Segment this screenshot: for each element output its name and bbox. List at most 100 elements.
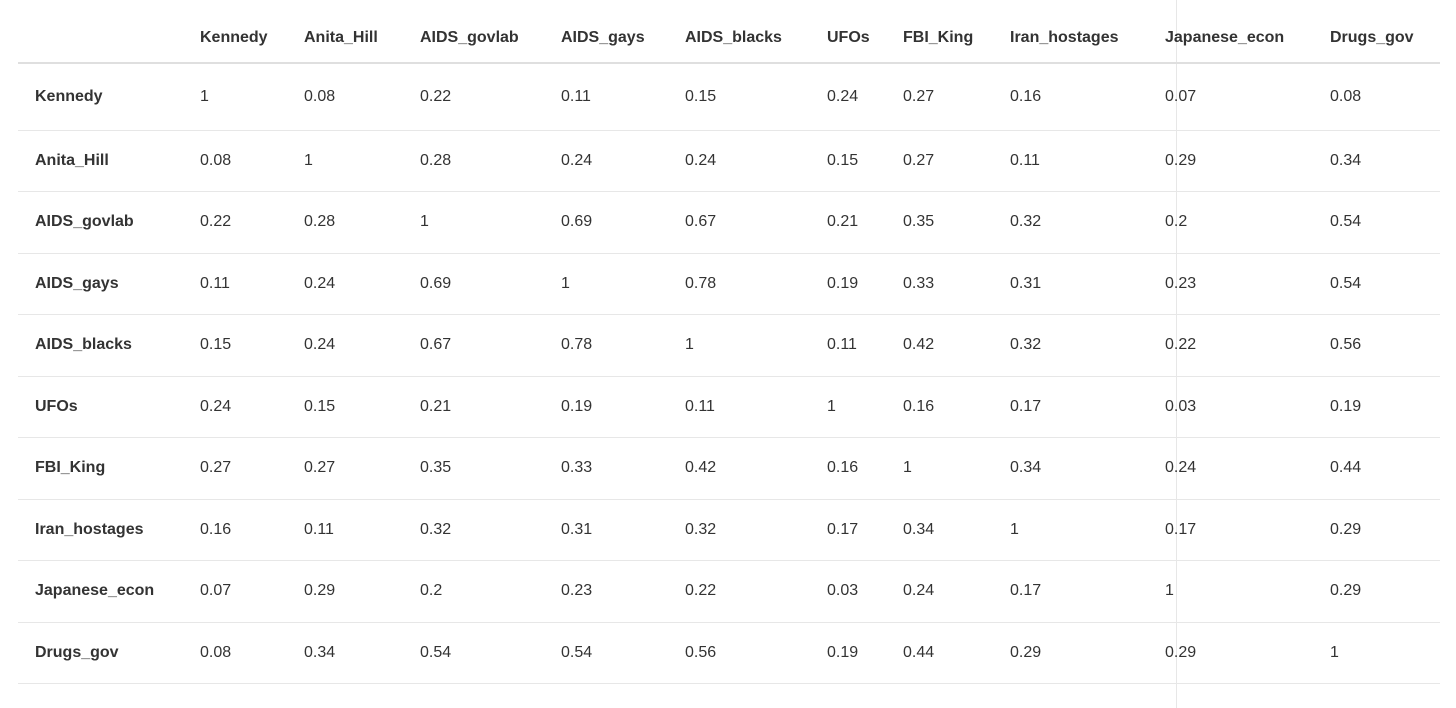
table-row: FBI_King 0.27 0.27 0.35 0.33 0.42 0.16 1 0.34 0.2… [18, 437, 1440, 500]
matrix-cell: 0.78 [551, 314, 675, 377]
matrix-cell: 0.34 [1320, 130, 1440, 192]
matrix-cell: 0.21 [410, 376, 551, 438]
matrix-cell: 0.24 [893, 560, 1000, 623]
matrix-cell: 0.29 [1155, 622, 1320, 684]
matrix-cell: 0.33 [893, 253, 1000, 315]
matrix-cell: 0.67 [675, 191, 817, 254]
row-label-aids_govlab: AIDS_govlab [18, 191, 190, 254]
matrix-cell: 0.42 [893, 314, 1000, 377]
matrix-cell: 0.34 [1000, 437, 1155, 500]
matrix-cell: 0.28 [410, 130, 551, 192]
column-header-iran_hostages: Iran_hostages [1000, 0, 1155, 64]
matrix-cell: 1 [294, 130, 410, 192]
matrix-cell: 1 [893, 437, 1000, 500]
table-row: Drugs_gov 0.08 0.34 0.54 0.54 0.56 0.19 0.44 0.2… [18, 622, 1440, 684]
matrix-cell: 0.19 [551, 376, 675, 438]
matrix-cell: 1 [675, 314, 817, 377]
matrix-cell: 0.16 [1000, 63, 1155, 131]
matrix-cell: 0.32 [1000, 314, 1155, 377]
matrix-cell: 0.16 [190, 499, 294, 561]
matrix-cell: 0.17 [1000, 376, 1155, 438]
matrix-cell: 0.21 [817, 191, 893, 254]
row-label-aids_blacks: AIDS_blacks [18, 314, 190, 377]
matrix-cell: 0.07 [1155, 63, 1320, 131]
matrix-cell: 0.34 [893, 499, 1000, 561]
matrix-cell: 0.17 [1000, 560, 1155, 623]
matrix-cell: 1 [1320, 622, 1440, 684]
row-label-fbi_king: FBI_King [18, 437, 190, 500]
matrix-cell: 0.31 [551, 499, 675, 561]
matrix-cell: 0.69 [410, 253, 551, 315]
column-header-drugs_gov: Drugs_gov [1320, 0, 1440, 64]
matrix-cell: 0.27 [893, 130, 1000, 192]
matrix-cell: 0.54 [1320, 191, 1440, 254]
matrix-cell: 0.54 [1320, 253, 1440, 315]
row-label-kennedy: Kennedy [18, 63, 190, 131]
row-label-iran_hostages: Iran_hostages [18, 499, 190, 561]
matrix-cell: 0.17 [1155, 499, 1320, 561]
matrix-cell: 0.44 [893, 622, 1000, 684]
matrix-cell: 0.22 [1155, 314, 1320, 377]
matrix-cell: 0.32 [675, 499, 817, 561]
matrix-cell: 0.2 [1155, 191, 1320, 254]
table-row: AIDS_blacks 0.15 0.24 0.67 0.78 1 0.11 0.42 0.32… [18, 314, 1440, 377]
table-row: AIDS_govlab 0.22 0.28 1 0.69 0.67 0.21 0.35 0.32… [18, 191, 1440, 254]
matrix-cell: 0.32 [1000, 191, 1155, 254]
corner-cell [18, 0, 190, 64]
matrix-cell: 0.34 [294, 622, 410, 684]
table-row: Anita_Hill 0.08 1 0.28 0.24 0.24 0.15 0.27 0.11 0… [18, 130, 1440, 192]
matrix-cell: 0.08 [1320, 63, 1440, 131]
matrix-cell: 0.07 [190, 560, 294, 623]
table-row: Kennedy 1 0.08 0.22 0.11 0.15 0.24 0.27 0.16 0.07… [18, 63, 1440, 131]
matrix-cell: 0.08 [294, 63, 410, 131]
column-header-anita_hill: Anita_Hill [294, 0, 410, 64]
column-header-aids_gays: AIDS_gays [551, 0, 675, 64]
matrix-cell: 0.44 [1320, 437, 1440, 500]
matrix-cell: 0.19 [817, 253, 893, 315]
correlation-matrix-table: Kennedy Anita_Hill AIDS_govlab AIDS_gays AID… [18, 0, 1440, 684]
matrix-cell: 0.24 [675, 130, 817, 192]
matrix-cell: 0.24 [817, 63, 893, 131]
matrix-cell: 0.35 [893, 191, 1000, 254]
table-body: Kennedy 1 0.08 0.22 0.11 0.15 0.24 0.27 0.16 0.07… [18, 63, 1440, 684]
matrix-cell: 0.19 [1320, 376, 1440, 438]
matrix-cell: 0.24 [1155, 437, 1320, 500]
matrix-cell: 0.15 [294, 376, 410, 438]
matrix-cell: 0.29 [294, 560, 410, 623]
matrix-cell: 0.56 [1320, 314, 1440, 377]
table-row: Iran_hostages 0.16 0.11 0.32 0.31 0.32 0.17 0.3… [18, 499, 1440, 561]
matrix-cell: 0.69 [551, 191, 675, 254]
matrix-cell: 0.19 [817, 622, 893, 684]
matrix-cell: 0.33 [551, 437, 675, 500]
matrix-cell: 0.08 [190, 622, 294, 684]
matrix-cell: 0.16 [893, 376, 1000, 438]
matrix-cell: 0.27 [294, 437, 410, 500]
matrix-cell: 0.11 [675, 376, 817, 438]
row-label-anita_hill: Anita_Hill [18, 130, 190, 192]
matrix-cell: 0.03 [1155, 376, 1320, 438]
matrix-cell: 1 [551, 253, 675, 315]
matrix-cell: 0.31 [1000, 253, 1155, 315]
header-row: Kennedy Anita_Hill AIDS_govlab AIDS_gays AID… [18, 0, 1440, 64]
matrix-cell: 0.29 [1320, 560, 1440, 623]
column-header-japanese_econ: Japanese_econ [1155, 0, 1320, 64]
matrix-cell: 0.22 [410, 63, 551, 131]
matrix-cell: 0.08 [190, 130, 294, 192]
matrix-cell: 0.54 [410, 622, 551, 684]
matrix-cell: 0.67 [410, 314, 551, 377]
matrix-cell: 0.24 [294, 253, 410, 315]
row-label-aids_gays: AIDS_gays [18, 253, 190, 315]
matrix-cell: 0.29 [1000, 622, 1155, 684]
matrix-cell: 0.32 [410, 499, 551, 561]
matrix-cell: 0.11 [817, 314, 893, 377]
matrix-cell: 0.11 [551, 63, 675, 131]
matrix-cell: 0.42 [675, 437, 817, 500]
matrix-cell: 0.2 [410, 560, 551, 623]
matrix-cell: 0.11 [190, 253, 294, 315]
matrix-cell: 0.29 [1320, 499, 1440, 561]
matrix-cell: 0.15 [817, 130, 893, 192]
matrix-cell: 0.11 [294, 499, 410, 561]
column-header-ufos: UFOs [817, 0, 893, 64]
matrix-cell: 0.54 [551, 622, 675, 684]
row-label-ufos: UFOs [18, 376, 190, 438]
